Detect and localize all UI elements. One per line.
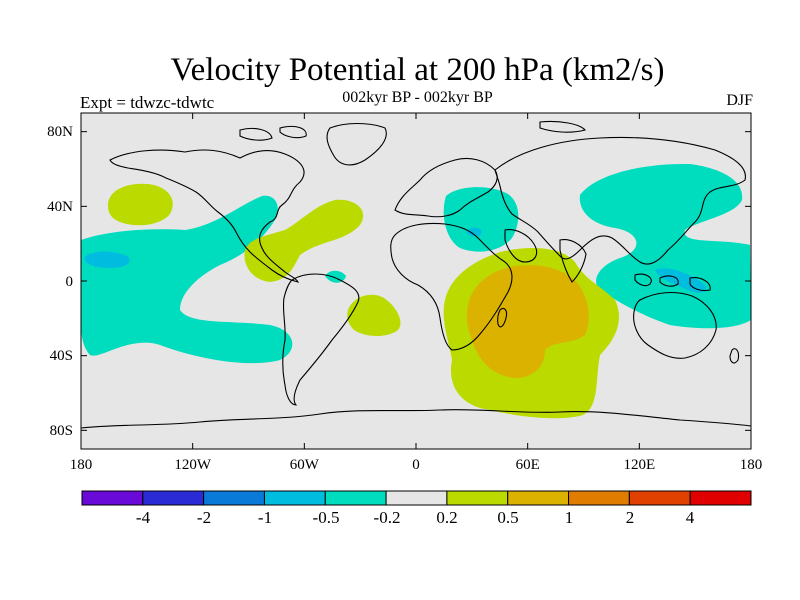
contour-negative-asia (579, 163, 751, 329)
x-tick-label: 60E (516, 457, 540, 473)
x-tick-label: 120E (623, 457, 655, 473)
y-tick-label: 80S (50, 423, 73, 439)
colorbar-label: 4 (686, 508, 695, 527)
y-tick-label: 80N (47, 124, 73, 140)
y-tick-label: 40S (50, 348, 73, 364)
contour-negative-mideast (443, 187, 519, 252)
y-tick-label: 40N (47, 199, 73, 215)
x-tick-label: 180 (70, 457, 93, 473)
coastlines (81, 120, 751, 429)
colorbar-label: -4 (136, 508, 151, 527)
contour-strong-negative-maritime (655, 268, 707, 293)
contour-fills (81, 163, 751, 419)
coastline-south-america (282, 273, 360, 406)
colorbar-label: 0.2 (436, 508, 457, 527)
colorbar-swatch (446, 490, 509, 506)
colorbar-label: 2 (626, 508, 635, 527)
contour-positive-caribbean (244, 199, 364, 282)
colorbar-label: 1 (565, 508, 574, 527)
coastline-maritime-continent (634, 273, 711, 292)
colorbar (81, 490, 752, 506)
x-tick-label: 0 (412, 457, 420, 473)
colorbar-label: -0.2 (374, 508, 401, 527)
coastline-antarctica (81, 409, 751, 429)
colorbar-swatch (568, 490, 630, 506)
colorbar-labels: -4 -2 -1 -0.5 -0.2 0.2 0.5 1 2 4 (136, 508, 695, 527)
coastline-new-zealand (729, 348, 740, 364)
coastline-asia (494, 136, 746, 265)
contour-negative-atlantic (325, 270, 346, 283)
colorbar-label: -1 (258, 508, 272, 527)
coastline-india (559, 239, 587, 283)
x-tick-label: 60W (290, 457, 320, 473)
colorbar-swatch (689, 490, 752, 506)
coastline-arabia (504, 229, 538, 263)
y-tick-labels: 80N 40N 0 40S 80S (47, 124, 73, 439)
colorbar-swatch (81, 490, 144, 506)
contour-strong-negative-pacific (84, 251, 130, 268)
chart-title: Velocity Potential at 200 hPa (km2/s) (170, 52, 665, 88)
coastline-north-america (109, 149, 305, 283)
x-tick-label: 180 (740, 457, 763, 473)
colorbar-swatch (628, 490, 691, 506)
colorbar-swatch (324, 490, 387, 506)
colorbar-swatch (142, 490, 205, 506)
contour-positive-north-pacific (108, 183, 173, 226)
coastline-africa (390, 222, 513, 351)
colorbar-swatch (203, 490, 265, 506)
colorbar-swatch (507, 490, 570, 506)
colorbar-label: -0.5 (313, 508, 340, 527)
colorbar-swatch (385, 490, 448, 506)
x-tick-label: 120W (174, 457, 212, 473)
colorbar-swatch (263, 490, 326, 506)
coastline-greenland (326, 122, 387, 166)
x-tick-labels: 180 120W 60W 0 60E 120E 180 (70, 457, 763, 473)
colorbar-label: -2 (197, 508, 211, 527)
contour-strong-negative-mideast (466, 227, 482, 237)
season-label: DJF (726, 92, 753, 109)
coastline-arctic-islands (239, 120, 586, 141)
y-tick-label: 0 (66, 274, 74, 290)
experiment-label: Expt = tdwzc-tdwtc (80, 93, 215, 112)
colorbar-label: 0.5 (497, 508, 518, 527)
contour-strong-positive-indian-ocean (466, 265, 589, 378)
coastline-europe (394, 157, 498, 218)
axis-ticks (80, 113, 752, 449)
chart-subtitle: 002kyr BP - 002kyr BP (342, 89, 493, 106)
coastline-madagascar (497, 307, 508, 328)
contour-positive-south-atlantic (347, 294, 401, 336)
coastline-australia (633, 291, 717, 359)
